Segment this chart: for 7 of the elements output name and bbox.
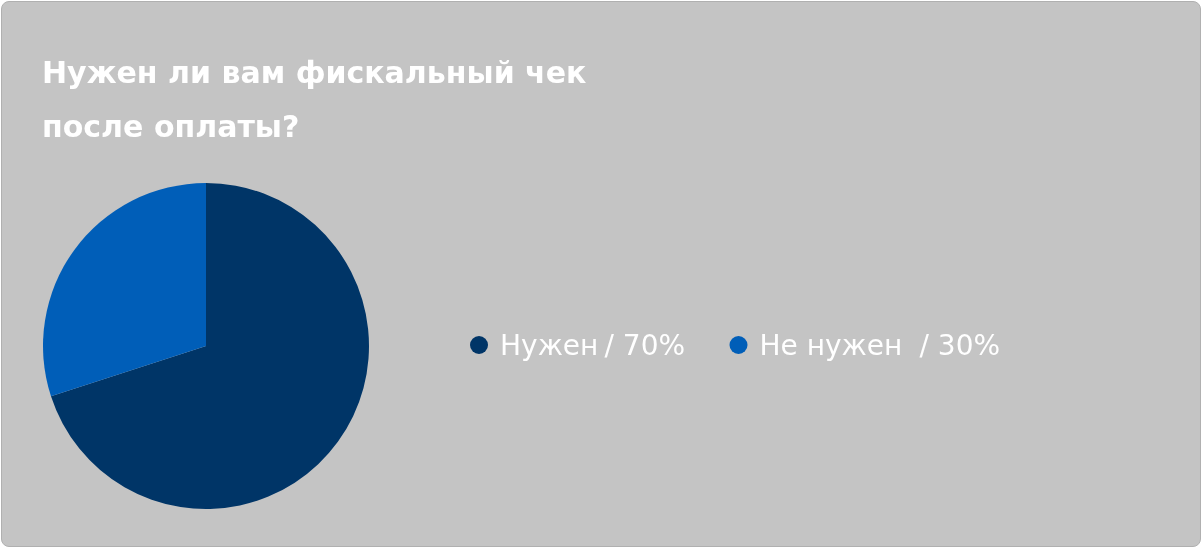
data-label: / 70% (604, 329, 686, 362)
pie-slice (50, 183, 369, 509)
pie-slice (43, 183, 206, 397)
legend-label: Нужен (500, 329, 599, 362)
legend-label: Не нужен (759, 329, 903, 362)
chart-title: Нужен ли вам фискальный чек после оплаты? (42, 54, 588, 146)
data-label: / 30% (919, 329, 1001, 362)
